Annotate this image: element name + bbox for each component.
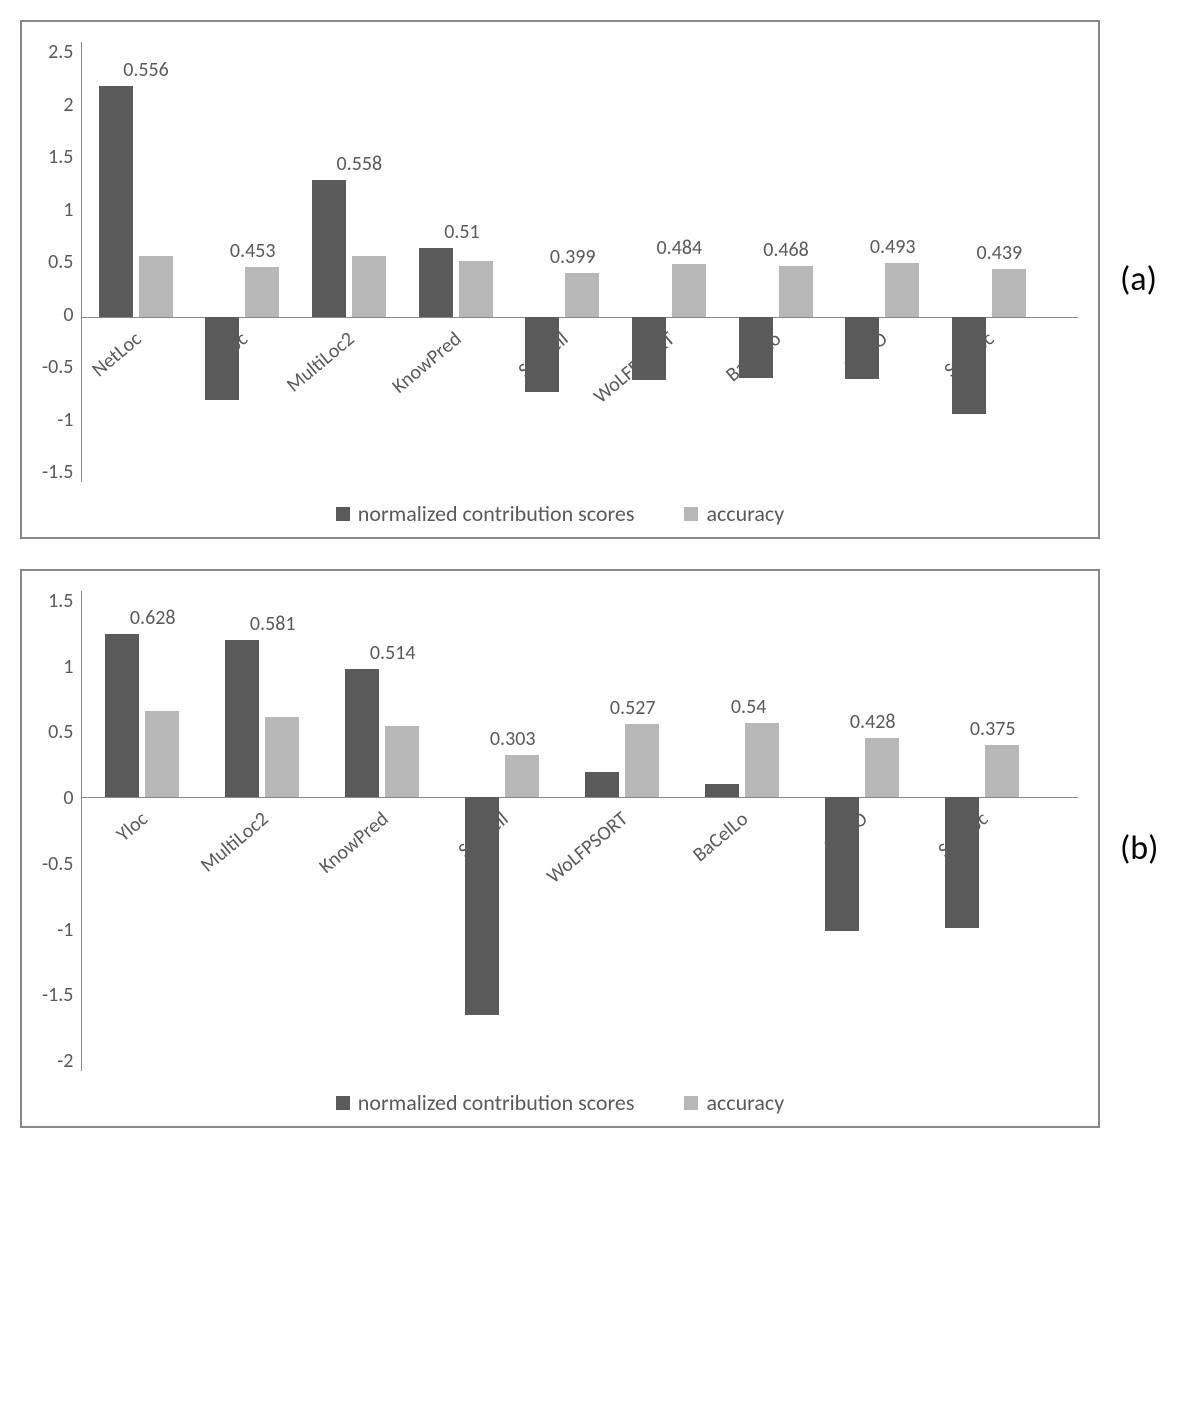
category-label: NetLoc <box>87 327 146 382</box>
accuracy-label: 0.439 <box>977 241 1023 265</box>
plot-region: 0.556NetLoc0.453Yloc0.558MultiLoc20.51Kn… <box>81 42 1078 482</box>
bar-contribution <box>99 86 133 317</box>
category-label: KnowPred <box>387 327 466 399</box>
bar-accuracy <box>779 266 813 317</box>
category-label: MultiLoc2 <box>195 807 272 877</box>
bar-accuracy <box>672 264 706 317</box>
swatch-dark-icon <box>336 507 350 521</box>
bar-accuracy <box>265 717 299 797</box>
panel-a: 2.521.510.50-0.5-1-1.50.556NetLoc0.453Yl… <box>20 20 1180 539</box>
y-tick: 1.5 <box>48 591 73 611</box>
bar-contribution <box>345 669 379 797</box>
y-axis: 2.5 2 1.5 1 0.5 0 -0.5 -1 -1.5 <box>42 42 81 482</box>
bar-contribution <box>419 248 453 317</box>
bar-accuracy <box>385 726 419 796</box>
bars-layer: 0.628 Yloc 0.581 MultiLoc2 0.514 KnowPred 0.30… <box>82 591 1078 1071</box>
accuracy-label: 0.375 <box>970 717 1016 741</box>
plot-region: 0.628 Yloc 0.581 MultiLoc2 0.514 KnowPred 0.30… <box>81 591 1078 1071</box>
accuracy-label: 0.484 <box>657 236 703 260</box>
accuracy-label: 0.628 <box>130 606 176 630</box>
legend: normalized contribution scores accuracy <box>42 500 1078 527</box>
accuracy-label: 0.468 <box>763 238 809 262</box>
bar-accuracy <box>885 263 919 317</box>
y-tick: -0.5 <box>42 854 73 874</box>
bar-accuracy <box>865 738 899 797</box>
y-tick: 2 <box>63 95 73 115</box>
accuracy-label: 0.51 <box>444 220 479 244</box>
legend-label: normalized contribution scores <box>358 1089 635 1116</box>
y-tick: -1 <box>57 920 73 940</box>
y-tick: -2 <box>57 1051 73 1071</box>
bar-contribution <box>705 784 739 796</box>
accuracy-label: 0.54 <box>731 695 766 719</box>
category-label: KnowPred <box>314 807 393 879</box>
bars-layer: 0.556NetLoc0.453Yloc0.558MultiLoc20.51Kn… <box>82 42 1078 482</box>
bar-accuracy <box>565 273 599 317</box>
legend-item: normalized contribution scores <box>336 500 635 527</box>
y-tick: 0 <box>63 788 73 808</box>
legend-label: accuracy <box>706 500 784 527</box>
accuracy-label: 0.581 <box>250 612 296 636</box>
bar-accuracy <box>245 267 279 317</box>
accuracy-label: 0.556 <box>123 58 169 82</box>
panel-label: (b) <box>1120 828 1180 869</box>
accuracy-label: 0.527 <box>610 696 656 720</box>
swatch-light-icon <box>684 507 698 521</box>
bar-contribution <box>312 180 346 318</box>
bar-accuracy <box>745 723 779 797</box>
legend-label: accuracy <box>706 1089 784 1116</box>
chart-area: 1.5 1 0.5 0 -0.5 -1 -1.5 -2 0.628 Yloc 0.581 MultiL… <box>42 591 1078 1071</box>
bar-accuracy <box>352 256 386 317</box>
y-tick: -1 <box>57 410 73 430</box>
accuracy-label: 0.303 <box>490 727 536 751</box>
legend-item: accuracy <box>684 1089 784 1116</box>
legend-item: accuracy <box>684 500 784 527</box>
accuracy-label: 0.558 <box>337 152 383 176</box>
legend-label: normalized contribution scores <box>358 500 635 527</box>
y-tick: 0.5 <box>48 722 73 742</box>
chart-box: 2.521.510.50-0.5-1-1.50.556NetLoc0.453Yl… <box>20 20 1100 539</box>
bar-accuracy <box>992 269 1026 317</box>
chart-area: 2.521.510.50-0.5-1-1.50.556NetLoc0.453Yl… <box>42 42 1078 482</box>
panel-b: 1.5 1 0.5 0 -0.5 -1 -1.5 -2 0.628 Yloc 0.581 MultiL… <box>20 569 1180 1128</box>
y-tick: 0 <box>63 305 73 325</box>
accuracy-label: 0.514 <box>370 641 416 665</box>
bar-accuracy <box>625 724 659 796</box>
bar-contribution <box>225 640 259 796</box>
category-label: Yloc <box>112 807 153 847</box>
bar-accuracy <box>985 745 1019 796</box>
bar-accuracy <box>145 711 179 797</box>
swatch-light-icon <box>684 1096 698 1110</box>
panel-label: (a) <box>1120 259 1180 300</box>
legend-item: normalized contribution scores <box>336 1089 635 1116</box>
y-tick: 1 <box>63 200 73 220</box>
y-tick: 1 <box>63 657 73 677</box>
accuracy-label: 0.453 <box>230 239 276 263</box>
chart-box: 1.5 1 0.5 0 -0.5 -1 -1.5 -2 0.628 Yloc 0.581 MultiL… <box>20 569 1100 1128</box>
bar-accuracy <box>505 755 539 797</box>
bar-contribution <box>105 634 139 797</box>
bar-accuracy <box>139 256 173 317</box>
y-tick: -1.5 <box>42 462 73 482</box>
bar-accuracy <box>459 261 493 317</box>
y-tick: -1.5 <box>42 985 73 1005</box>
accuracy-label: 0.493 <box>870 235 916 259</box>
accuracy-label: 0.428 <box>850 710 896 734</box>
legend: normalized contribution scores accuracy <box>42 1089 1078 1116</box>
category-label: BaCelLo <box>688 807 753 867</box>
y-tick: 1.5 <box>48 147 73 167</box>
swatch-dark-icon <box>336 1096 350 1110</box>
accuracy-label: 0.399 <box>550 245 596 269</box>
bar-contribution <box>585 772 619 797</box>
y-axis: 1.5 1 0.5 0 -0.5 -1 -1.5 -2 <box>42 591 81 1071</box>
figure: 2.5 2 1.5 1 0.5 0 -0.5 -1 -1.5 0.556 NetLoc 0.453 Yl… <box>20 20 1180 1128</box>
y-tick: -0.5 <box>42 357 73 377</box>
category-label: MultiLoc2 <box>282 327 359 397</box>
y-tick: 2.5 <box>48 42 73 62</box>
y-tick: 0.5 <box>48 252 73 272</box>
category-label: WoLFPSORT <box>542 807 633 889</box>
